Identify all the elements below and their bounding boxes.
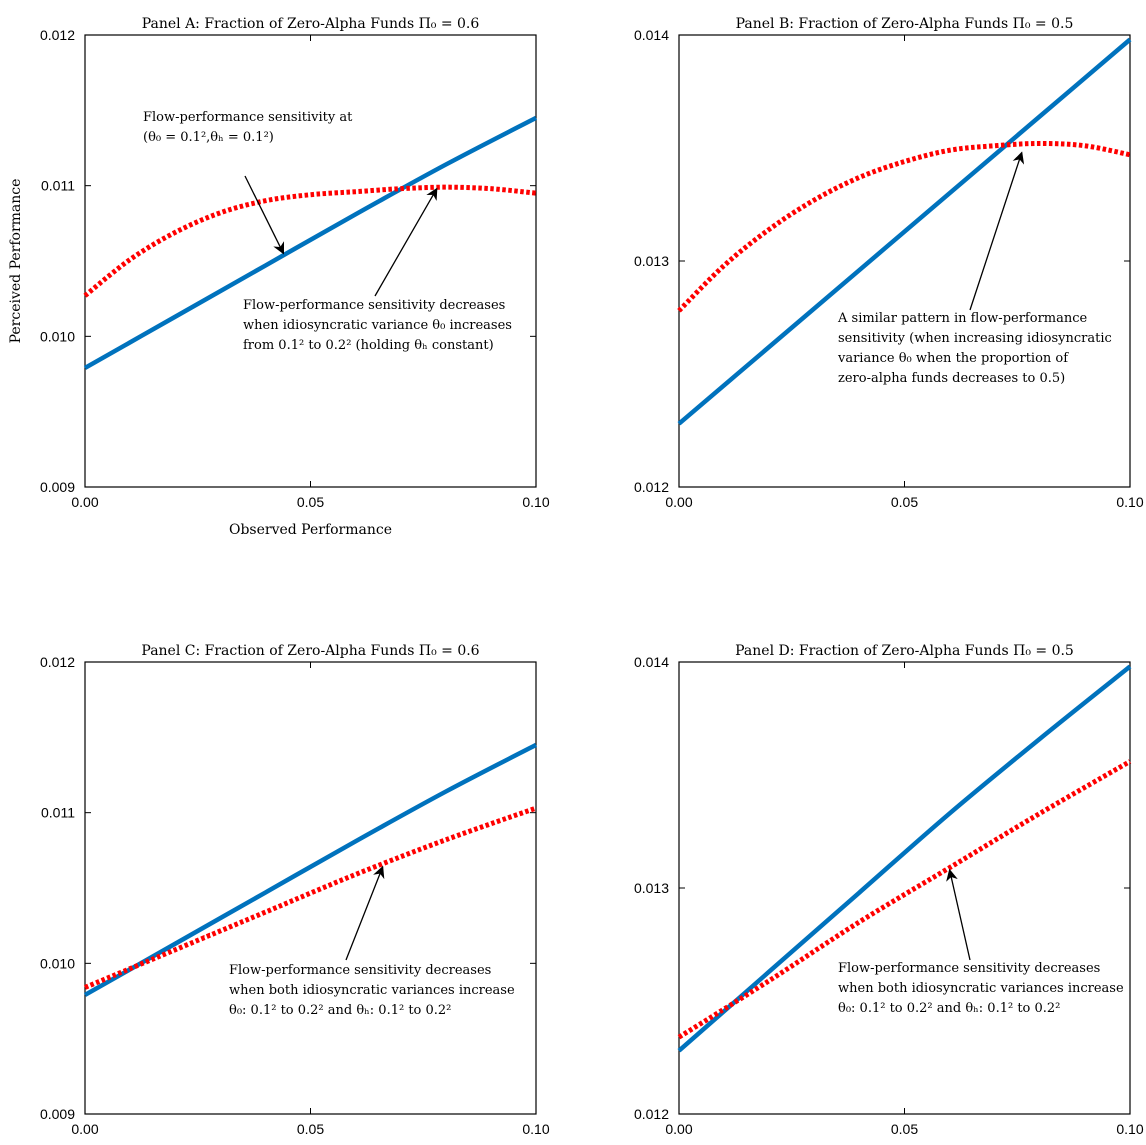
y-axis-label: Perceived Performance [8,179,24,344]
annotation-line: zero-alpha funds decreases to 0.5) [838,371,1065,386]
y-tick-label: 0.012 [634,479,669,495]
y-tick-label: 0.014 [634,654,669,670]
annotation-line: variance θ₀ when the proportion of [837,351,1069,366]
annotation-line: from 0.1² to 0.2² (holding θₕ constant) [243,338,494,353]
annotation-arrow [374,187,438,297]
y-tick-label: 0.011 [41,178,75,194]
x-tick-label: 0.05 [891,494,918,510]
chart-title: Panel B: Fraction of Zero-Alpha Funds Π₀… [736,16,1074,32]
x-tick-label: 0.10 [522,494,549,510]
annotation-line: Flow-performance sensitivity decreases [229,963,491,978]
chart-title: Panel D: Fraction of Zero-Alpha Funds Π₀… [735,643,1074,659]
annotation-line: A similar pattern in flow-performance [837,311,1088,326]
plot-frame [84,661,537,1115]
plot-frame [678,34,1131,488]
annotation-text: Flow-performance sensitivity decreases wh… [229,963,515,1018]
y-tick-label: 0.013 [634,253,669,269]
annotation-line: Flow-performance sensitivity decreases [838,961,1100,976]
x-tick-label: 0.10 [522,1121,549,1137]
y-tick-label: 0.014 [634,27,669,43]
solid-series-line [83,115,538,370]
y-tick-label: 0.009 [40,1106,75,1122]
x-tick-label: 0.05 [891,1121,918,1137]
plot-frame [84,34,537,488]
annotation-arrow [244,175,285,255]
y-tick-label: 0.009 [40,479,75,495]
dotted-series-line [677,759,1132,1040]
annotation-arrow [345,865,385,961]
y-tick-label: 0.012 [634,1106,669,1122]
solid-series-line [83,742,538,997]
annotation-line: when idiosyncratic variance θ₀ increases [243,318,512,333]
annotation-line: sensitivity (when increasing idiosyncrat… [838,331,1112,346]
x-tick-label: 0.10 [1116,494,1143,510]
panel-a: Panel A: Fraction of Zero-Alpha Funds Π₀… [8,16,550,538]
y-tick-label: 0.013 [634,880,669,896]
x-tick-label: 0.05 [297,1121,324,1137]
annotation-line: Flow-performance sensitivity decreases [243,298,505,313]
panel-c: Panel C: Fraction of Zero-Alpha Funds Π₀… [40,643,550,1137]
y-tick-label: 0.010 [40,328,75,344]
annotation-line: when both idiosyncratic variances increa… [229,983,515,998]
panel-b: Panel B: Fraction of Zero-Alpha Funds Π₀… [634,16,1144,510]
annotation-line: Flow-performance sensitivity at [143,110,353,125]
annotation-text: Flow-performance sensitivity decreases wh… [243,298,512,353]
annotation-arrow [946,868,971,961]
x-tick-label: 0.10 [1116,1121,1143,1137]
annotation-line: when both idiosyncratic variances increa… [838,981,1124,996]
annotation-text: A similar pattern in flow-performance sen… [837,311,1112,386]
y-tick-label: 0.011 [41,805,75,821]
solid-series-line [677,37,1132,426]
plot-frame [678,661,1131,1115]
y-tick-label: 0.012 [40,27,75,43]
x-tick-label: 0.00 [71,494,98,510]
dotted-series-line [84,805,537,990]
y-tick-label: 0.012 [40,654,75,670]
annotation-arrow [969,151,1025,311]
x-tick-label: 0.05 [297,494,324,510]
solid-series-line [677,664,1132,1053]
chart-title: Panel A: Fraction of Zero-Alpha Funds Π₀… [142,16,480,32]
x-tick-label: 0.00 [665,1121,692,1137]
annotation-line: θ₀: 0.1² to 0.2² and θₕ: 0.1² to 0.2² [838,1001,1060,1016]
panel-d: Panel D: Fraction of Zero-Alpha Funds Π₀… [634,643,1144,1137]
annotation-line: θ₀: 0.1² to 0.2² and θₕ: 0.1² to 0.2² [229,1003,451,1018]
x-axis-label: Observed Performance [229,522,392,538]
annotation-text: Flow-performance sensitivity at (θ₀ = 0.1… [143,110,353,145]
y-tick-label: 0.010 [40,955,75,971]
dotted-series-line [677,140,1131,313]
chart-title: Panel C: Fraction of Zero-Alpha Funds Π₀… [141,643,479,659]
annotation-line: (θ₀ = 0.1²,θₕ = 0.1²) [143,130,274,145]
annotation-text: Flow-performance sensitivity decreases wh… [838,961,1124,1016]
x-tick-label: 0.00 [665,494,692,510]
x-tick-label: 0.00 [71,1121,98,1137]
